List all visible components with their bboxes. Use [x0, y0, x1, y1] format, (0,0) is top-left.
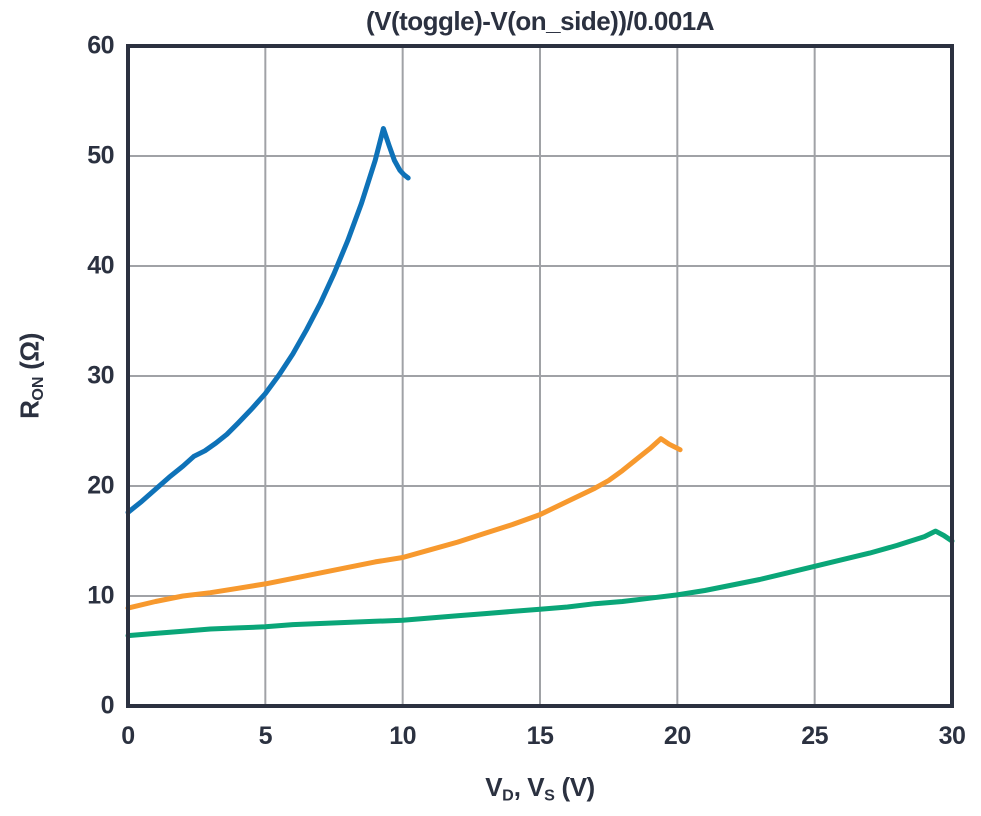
y-axis-label-unit: (Ω): [14, 333, 45, 377]
x-axis-label-symbol-2: , V: [513, 772, 545, 802]
y-axis-label-symbol: R: [14, 400, 45, 419]
y-tick-label: 60: [87, 31, 114, 60]
x-tick-label: 10: [389, 722, 417, 750]
y-tick-label: 20: [87, 471, 114, 500]
y-axis-label-subscript: ON: [29, 376, 48, 401]
y-tick-label: 50: [87, 141, 114, 170]
x-tick-label: 25: [801, 722, 829, 750]
y-tick-label: 30: [87, 361, 114, 390]
x-tick-label: 5: [258, 722, 273, 750]
y-tick-label: 0: [100, 691, 115, 720]
chart-title: (V(toggle)-V(on_side))/0.001A: [365, 6, 715, 36]
series-line-orange: [125, 436, 683, 611]
x-tick-label: 30: [938, 722, 966, 750]
x-tick-label: 20: [663, 722, 691, 750]
y-tick-label: 40: [87, 251, 114, 280]
y-tick-label: 10: [87, 581, 114, 610]
series-line-green: [125, 528, 955, 639]
x-axis-label-subscript-2: S: [544, 786, 555, 805]
plot-frame: [126, 44, 954, 708]
x-axis-label: VD, VS (V): [485, 772, 596, 805]
x-tick-label: 0: [121, 722, 135, 750]
x-axis-label-unit: (V): [554, 772, 596, 802]
series-line-blue: [125, 126, 411, 515]
y-axis-label: RON (Ω): [14, 333, 48, 419]
x-tick-label: 15: [526, 722, 554, 750]
x-axis-label-symbol-1: V: [485, 772, 503, 802]
x-axis-label-subscript-1: D: [502, 786, 514, 805]
